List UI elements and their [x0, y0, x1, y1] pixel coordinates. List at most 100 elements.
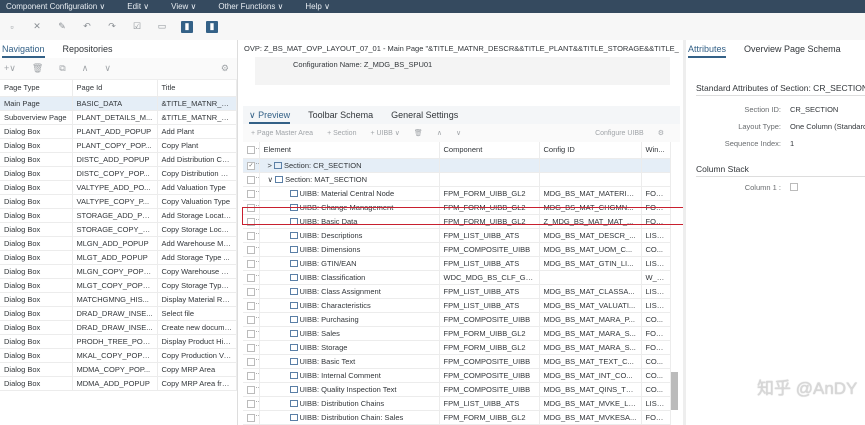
- tab-toolbar-schema[interactable]: Toolbar Schema: [308, 110, 374, 120]
- column-header[interactable]: Page Id: [72, 80, 158, 97]
- table-row[interactable]: UIBB: Characteristics FPM_LIST_UIBB_ATS MD…: [243, 298, 671, 313]
- add-section-button[interactable]: + Section: [327, 129, 357, 137]
- table-row[interactable]: Dialog Box DISTC_COPY_POP... Copy Distribu…: [0, 166, 237, 181]
- table-row[interactable]: Dialog Box DRAD_DRAW_INSE... Create new do…: [0, 320, 237, 335]
- table-row[interactable]: UIBB: Material Central Node FPM_FORM_UIBB…: [243, 186, 671, 201]
- row-checkbox[interactable]: [243, 270, 260, 285]
- table-row[interactable]: ✓ > Section: CR_SECTION: [243, 158, 671, 173]
- delete-icon[interactable]: 🗑: [31, 63, 44, 73]
- row-checkbox[interactable]: [243, 312, 260, 327]
- table-row[interactable]: Dialog Box PLANT_COPY_POP... Copy Plant: [0, 138, 237, 153]
- table-row[interactable]: UIBB: Purchasing FPM_COMPOSITE_UIBB MDG_BS…: [243, 312, 671, 327]
- move-down-icon[interactable]: ∨: [455, 130, 462, 137]
- column-header[interactable]: Config ID: [539, 142, 642, 159]
- table-row[interactable]: Dialog Box STORAGE_COPY_P... Copy Storage …: [0, 222, 237, 237]
- row-checkbox[interactable]: [243, 172, 260, 187]
- tab-repositories[interactable]: Repositories: [62, 44, 113, 54]
- table-row[interactable]: UIBB: Distribution Chain: Sales FPM_FORM_…: [243, 410, 671, 425]
- table-row[interactable]: UIBB: Class Assignment FPM_LIST_UIBB_ATS M…: [243, 284, 671, 299]
- row-checkbox[interactable]: [243, 382, 260, 397]
- tab-navigation[interactable]: Navigation: [2, 40, 45, 58]
- column-header[interactable]: Element: [259, 142, 440, 159]
- table-row[interactable]: UIBB: Internal Comment FPM_COMPOSITE_UIBB…: [243, 368, 671, 383]
- row-checkbox[interactable]: [243, 298, 260, 313]
- table-row[interactable]: Dialog Box VALTYPE_ADD_PO... Add Valuation…: [0, 180, 237, 195]
- table-row[interactable]: Dialog Box MLGT_ADD_POPUP Add Storage Type…: [0, 250, 237, 265]
- move-up-icon[interactable]: ∧: [436, 130, 442, 137]
- table-row[interactable]: Dialog Box MATCHGMNG_HIS... Display Materi…: [0, 292, 237, 307]
- row-checkbox[interactable]: ✓: [243, 158, 260, 173]
- table-row[interactable]: UIBB: Basic Text FPM_COMPOSITE_UIBB MDG_BS…: [243, 354, 671, 369]
- undo-icon[interactable]: ↶: [83, 21, 91, 31]
- tab-general-settings[interactable]: General Settings: [391, 110, 459, 120]
- column-header[interactable]: Win...: [641, 142, 671, 159]
- table-row[interactable]: Suboverview Page PLANT_DETAILS_M... &TITLE…: [0, 110, 237, 125]
- copy-icon[interactable]: ⧉: [59, 63, 66, 73]
- redo-icon[interactable]: ↷: [108, 21, 116, 31]
- row-checkbox[interactable]: [243, 256, 260, 271]
- tab-overview-page-schema[interactable]: Overview Page Schema: [744, 44, 841, 54]
- table-row[interactable]: Dialog Box PLANT_ADD_POPUP Add Plant: [0, 124, 237, 139]
- toggle-left-panel-icon[interactable]: ▮: [181, 20, 193, 33]
- scrollbar[interactable]: [671, 372, 678, 410]
- save-icon[interactable]: ▫: [10, 21, 14, 32]
- row-checkbox[interactable]: [243, 228, 260, 243]
- table-row[interactable]: UIBB: Distribution Chains FPM_LIST_UIBB_A…: [243, 396, 671, 411]
- row-checkbox[interactable]: [243, 284, 260, 299]
- table-row[interactable]: Dialog Box MLGN_COPY_POPUP Copy Warehouse …: [0, 264, 237, 279]
- move-up-icon[interactable]: ∧: [81, 63, 89, 73]
- edit-icon[interactable]: ✎: [58, 21, 66, 31]
- row-checkbox[interactable]: [243, 186, 260, 201]
- tab-attributes[interactable]: Attributes: [688, 40, 727, 58]
- table-row[interactable]: UIBB: GTIN/EAN FPM_LIST_UIBB_ATS MDG_BS_MA…: [243, 256, 671, 271]
- expand-toggle-icon[interactable]: ∨: [267, 174, 276, 184]
- settings-icon[interactable]: ⚙: [657, 130, 664, 137]
- menu-view[interactable]: View ∨: [171, 2, 197, 11]
- row-checkbox[interactable]: [243, 340, 260, 355]
- menu-edit[interactable]: Edit ∨: [127, 2, 150, 11]
- add-uibb-button[interactable]: + UIBB ∨: [370, 130, 400, 137]
- table-row[interactable]: UIBB: Dimensions FPM_COMPOSITE_UIBB MDG_BS…: [243, 242, 671, 257]
- table-row[interactable]: Dialog Box DISTC_ADD_POPUP Add Distributio…: [0, 152, 237, 167]
- menu-help[interactable]: Help ∨: [305, 2, 330, 11]
- add-page-master-area-button[interactable]: + Page Master Area: [251, 129, 314, 137]
- configure-uibb-button[interactable]: Configure UIBB: [595, 129, 644, 137]
- close-icon[interactable]: ✕: [33, 21, 41, 31]
- table-row[interactable]: Main Page BASIC_DATA &TITLE_MATNR_D...: [0, 96, 237, 111]
- table-row[interactable]: Dialog Box DRAD_DRAW_INSE... Select file: [0, 306, 237, 321]
- table-row[interactable]: UIBB: Quality Inspection Text FPM_COMPOSI…: [243, 382, 671, 397]
- sequence-index-value[interactable]: 1: [790, 139, 795, 148]
- table-row[interactable]: Dialog Box MLGT_COPY_POPUP Copy Storage Ty…: [0, 278, 237, 293]
- select-all-checkbox[interactable]: [243, 142, 260, 159]
- add-icon[interactable]: +∨: [4, 63, 16, 73]
- row-checkbox[interactable]: [243, 242, 260, 257]
- table-row[interactable]: UIBB: Sales FPM_FORM_UIBB_GL2 MDG_BS_MAT_M…: [243, 326, 671, 341]
- table-row[interactable]: UIBB: Descriptions FPM_LIST_UIBB_ATS MDG_B…: [243, 228, 671, 243]
- table-row[interactable]: Dialog Box MDMA_COPY_POP... Copy MRP Area: [0, 362, 237, 377]
- table-row[interactable]: Dialog Box MKAL_COPY_POPUP Copy Production…: [0, 348, 237, 363]
- table-row[interactable]: Dialog Box MLGN_ADD_POPUP Add Warehouse Ma…: [0, 236, 237, 251]
- row-checkbox[interactable]: [243, 368, 260, 383]
- row-checkbox[interactable]: [243, 326, 260, 341]
- row-checkbox[interactable]: [243, 354, 260, 369]
- column-header[interactable]: Title: [157, 80, 237, 97]
- table-row[interactable]: Dialog Box VALTYPE_COPY_P... Copy Valuatio…: [0, 194, 237, 209]
- move-down-icon[interactable]: ∨: [104, 63, 111, 73]
- toggle-right-panel-icon[interactable]: ▮: [206, 20, 218, 33]
- row-checkbox[interactable]: [243, 396, 260, 411]
- row-checkbox[interactable]: [243, 410, 260, 425]
- menu-other-functions[interactable]: Other Functions ∨: [218, 2, 284, 11]
- column-header[interactable]: Component: [439, 142, 540, 159]
- delete-icon[interactable]: 🗑: [413, 130, 423, 137]
- table-row[interactable]: UIBB: Storage FPM_FORM_UIBB_GL2 MDG_BS_MAT…: [243, 340, 671, 355]
- layout-top-icon[interactable]: ▭: [157, 21, 167, 31]
- table-row[interactable]: Dialog Box STORAGE_ADD_PO... Add Storage L…: [0, 208, 237, 223]
- settings-icon[interactable]: ⚙: [220, 63, 229, 73]
- column-1-checkbox[interactable]: [790, 182, 798, 192]
- table-row[interactable]: UIBB: Classification WDC_MDG_BS_CLF_GEN W_…: [243, 270, 671, 285]
- menu-component-configuration[interactable]: Component Configuration ∨: [6, 2, 106, 11]
- column-header[interactable]: Page Type: [0, 80, 73, 97]
- check-icon[interactable]: ☑: [132, 21, 142, 31]
- table-row[interactable]: Dialog Box MDMA_ADD_POPUP Copy MRP Area fr…: [0, 376, 237, 391]
- layout-type-value[interactable]: One Column (Standard): [790, 122, 865, 131]
